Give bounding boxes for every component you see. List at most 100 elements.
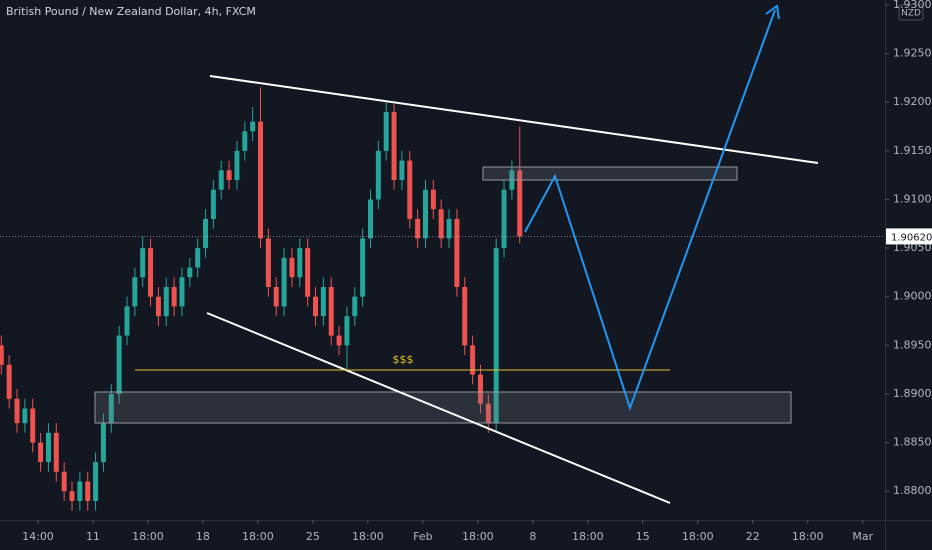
candle-body — [265, 238, 271, 287]
x-tick-label: 18:00 — [792, 530, 824, 543]
projection-arrowhead — [765, 4, 780, 20]
x-tick-label: 8 — [529, 530, 536, 543]
y-tick-label: 1.88500 — [893, 436, 932, 449]
candle-body — [171, 286, 177, 307]
candle-body — [273, 286, 279, 307]
y-tick-label: 1.92500 — [893, 47, 932, 60]
x-tick-label: 15 — [636, 530, 650, 543]
candle-body — [77, 481, 83, 501]
y-tick-label: 1.91500 — [893, 144, 932, 157]
x-tick-label: 14:00 — [22, 530, 54, 543]
currency-badge — [898, 4, 924, 21]
candle-body — [446, 218, 452, 239]
x-tick-label: 25 — [306, 530, 320, 543]
candle-body — [140, 248, 146, 278]
candle-body — [132, 277, 138, 307]
candle-body — [195, 248, 201, 268]
x-tick-label: Feb — [413, 530, 432, 543]
candle-body — [53, 432, 59, 472]
x-tick-label: 18:00 — [572, 530, 604, 543]
candle-body — [226, 170, 232, 181]
candle-body — [69, 491, 75, 501]
y-tick-label: 1.92000 — [893, 95, 932, 108]
candle-body — [367, 199, 373, 239]
candle-body — [407, 160, 413, 219]
candle-body — [258, 121, 264, 239]
candle-body — [210, 189, 216, 219]
y-tick-label: 1.89000 — [893, 387, 932, 400]
candle-body — [22, 408, 28, 424]
x-tick-label: 18:00 — [352, 530, 384, 543]
liquidity-label: $$$ — [393, 353, 414, 366]
candle-body — [344, 316, 350, 346]
price-label: 1.90620 — [891, 232, 932, 243]
candle-body — [517, 170, 523, 237]
candle-body — [313, 296, 319, 317]
candle-body — [383, 111, 389, 151]
candle-body — [391, 111, 397, 181]
candle-body — [6, 364, 12, 399]
projection-path — [524, 9, 776, 412]
supply-zone — [482, 166, 738, 181]
candle-body — [485, 403, 491, 424]
candle-body — [422, 189, 428, 239]
candle-body — [399, 160, 405, 181]
candle-body — [360, 238, 366, 297]
y-tick-label: 1.89500 — [893, 338, 932, 351]
candle-body — [85, 481, 91, 501]
candle-body — [187, 267, 193, 278]
candle-body — [14, 398, 20, 424]
candle-body — [415, 218, 421, 239]
x-tick-label: 11 — [86, 530, 100, 543]
candle-body — [336, 335, 342, 346]
candle-body — [45, 432, 51, 463]
candle-body — [289, 257, 295, 278]
y-tick-label: 1.93000 — [893, 0, 932, 11]
candle-body — [281, 257, 287, 307]
candle-body — [0, 345, 4, 365]
candle-body — [242, 131, 248, 151]
currency-label: NZD — [901, 9, 921, 19]
chart-title: British Pound / New Zealand Dollar, 4h, … — [6, 5, 256, 18]
candle-body — [305, 248, 311, 297]
candle-body — [234, 150, 240, 181]
candle-body — [250, 121, 256, 132]
candle-body — [430, 189, 436, 210]
candle-body — [61, 471, 67, 492]
candle-body — [438, 209, 444, 239]
candle-body — [493, 248, 499, 424]
price-label-bg — [886, 228, 932, 245]
y-tick-label: 1.90000 — [893, 290, 932, 303]
candle-body — [477, 374, 483, 404]
x-tick-label: 18:00 — [682, 530, 714, 543]
drawings: $$$ — [94, 4, 819, 504]
candle-body — [93, 462, 99, 501]
candle-body — [218, 170, 224, 190]
demand-zone — [94, 391, 792, 424]
candle-body — [116, 335, 122, 394]
lower-trendline — [206, 312, 671, 504]
candle-body — [163, 286, 169, 317]
candle-body — [203, 218, 209, 249]
y-tick-label: 1.91000 — [893, 192, 932, 205]
candle-body — [375, 150, 381, 200]
candle-body — [297, 248, 303, 278]
x-tick-label: Mar — [852, 530, 873, 543]
candle-body — [462, 286, 468, 346]
candle-body — [155, 296, 161, 317]
x-tick-label: 18:00 — [132, 530, 164, 543]
candle-body — [108, 393, 114, 424]
candle-body — [124, 306, 130, 336]
candle-body — [320, 286, 326, 317]
x-tick-label: 18:00 — [462, 530, 494, 543]
candle-body — [352, 296, 358, 317]
x-tick-label: 22 — [746, 530, 760, 543]
x-tick-label: 18 — [196, 530, 210, 543]
x-tick-label: 18:00 — [242, 530, 274, 543]
upper-trendline — [209, 75, 819, 164]
candle-body — [100, 423, 106, 463]
candle-body — [30, 408, 36, 443]
candles — [0, 87, 523, 511]
